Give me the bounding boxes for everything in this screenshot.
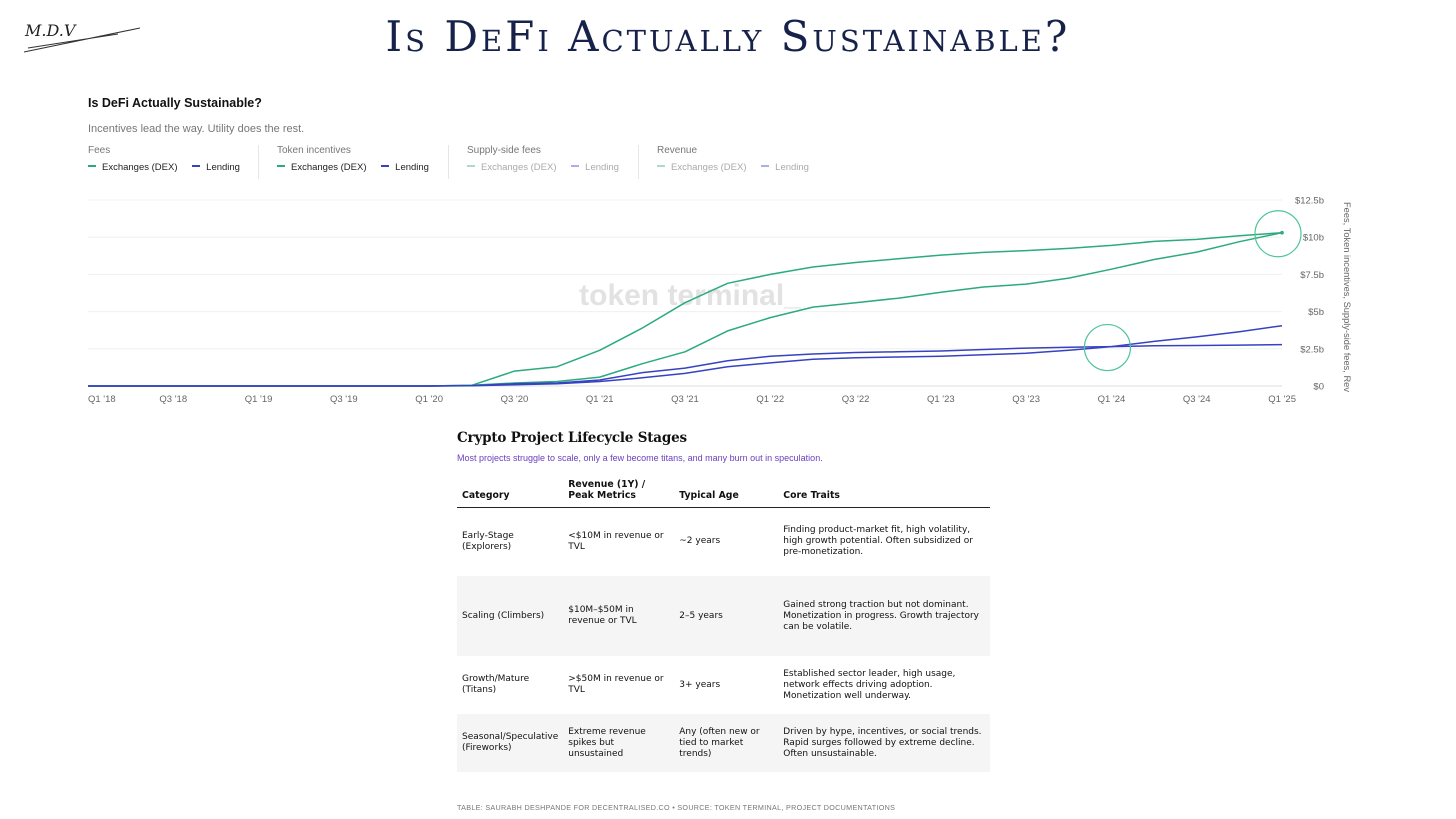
table-row: Seasonal/Speculative (Fireworks) Extreme… xyxy=(457,714,990,772)
column-header-typical-age: Typical Age xyxy=(674,477,779,508)
table-cell: >$50M in revenue or TVL xyxy=(568,674,664,695)
x-tick-label: Q1 '21 xyxy=(586,394,614,405)
table-cell: Any (often new or tied to market trends) xyxy=(674,714,779,772)
y-tick-label: $2.5b xyxy=(1300,344,1324,355)
x-tick-label: Q1 '25 xyxy=(1268,394,1296,405)
legend-item-revenue-dex[interactable]: Exchanges (DEX) xyxy=(657,162,747,174)
x-axis-ticks: Q1 '18 Q3 '18 Q1 '19 Q3 '19 Q1 '20 Q3 '20 Q1 '… xyxy=(88,394,1296,405)
legend-group-fees[interactable]: Fees Exchanges (DEX) Lending xyxy=(88,145,252,179)
x-tick-label: Q3 '24 xyxy=(1183,394,1211,405)
y-tick-label: $5b xyxy=(1308,307,1324,318)
table-cell: Seasonal/Speculative (Fireworks) xyxy=(457,714,564,772)
legend-swatch xyxy=(88,165,96,168)
x-tick-label: Q3 '19 xyxy=(330,394,358,405)
x-tick-label: Q1 '20 xyxy=(415,394,443,405)
y-tick-label: $0 xyxy=(1313,382,1324,393)
table-cell: Established sector leader, high usage, n… xyxy=(783,668,956,701)
legend-item-supply-dex[interactable]: Exchanges (DEX) xyxy=(467,162,557,174)
legend-group-revenue[interactable]: Revenue Exchanges (DEX) Lending xyxy=(638,145,821,179)
column-header-category: Category xyxy=(457,477,564,508)
legend-swatch xyxy=(381,165,390,168)
legend-group-label: Token incentives xyxy=(277,145,351,156)
legend-swatch xyxy=(277,165,285,168)
highlight-circle-0 xyxy=(1254,210,1302,258)
x-tick-label: Q3 '20 xyxy=(501,394,529,405)
chart-highlights xyxy=(1083,210,1302,372)
page-title: Is DeFi Actually Sustainable? xyxy=(385,12,1071,61)
table-source-note: TABLE: SAURABH DESHPANDE FOR DECENTRALIS… xyxy=(457,803,896,812)
y-axis-label-block: Fees, Token incentives, Supply-side fees… xyxy=(1342,202,1352,392)
column-header-core-traits: Core Traits xyxy=(778,477,990,508)
legend-item-incentives-dex[interactable]: Exchanges (DEX) xyxy=(277,162,367,174)
legend-item-incentives-lending[interactable]: Lending xyxy=(381,162,429,174)
y-tick-label: $12.5b xyxy=(1295,196,1324,207)
chart-subtitle: Incentives lead the way. Utility does th… xyxy=(88,123,305,135)
legend-group-label: Supply-side fees xyxy=(467,145,541,156)
x-tick-label: Q3 '23 xyxy=(1012,394,1040,405)
table-cell: 2–5 years xyxy=(674,576,779,656)
lifecycle-table: Category Revenue (1Y) / Peak Metrics Typ… xyxy=(457,477,990,772)
y-axis-label-text: Fees, Token incentives, Supply-side fees… xyxy=(1342,202,1352,392)
table-header-row: Category Revenue (1Y) / Peak Metrics Typ… xyxy=(457,477,990,508)
chart-series xyxy=(88,231,1283,387)
legend-item-fees-dex[interactable]: Exchanges (DEX) xyxy=(88,162,178,174)
table-cell: Extreme revenue spikes but unsustained xyxy=(563,714,675,772)
x-tick-label: Q1 '24 xyxy=(1098,394,1126,405)
highlight-circle-1 xyxy=(1083,323,1132,372)
series-line-3 xyxy=(88,324,1283,387)
y-axis-ticks: $0 $2.5b $5b $7.5b $10b $12.5b xyxy=(1295,196,1324,393)
legend-group-label: Fees xyxy=(88,145,111,156)
column-header-revenue: Revenue (1Y) / Peak Metrics xyxy=(563,477,675,508)
x-tick-label: Q3 '21 xyxy=(671,394,699,405)
legend-swatch xyxy=(571,165,580,168)
legend-swatch xyxy=(192,165,201,168)
chart-title: Is DeFi Actually Sustainable? xyxy=(88,96,262,110)
table-cell: ~2 years xyxy=(679,536,721,547)
x-tick-label: Q1 '23 xyxy=(927,394,955,405)
legend-swatch xyxy=(467,165,475,168)
table-row: Growth/Mature (Titans) >$50M in revenue … xyxy=(457,656,990,714)
legend-item-supply-lending[interactable]: Lending xyxy=(571,162,619,174)
table-cell: Scaling (Climbers) xyxy=(457,576,564,656)
legend-swatch xyxy=(761,165,770,168)
table-cell: 3+ years xyxy=(679,679,721,690)
x-tick-label: Q3 '18 xyxy=(159,394,187,405)
table-title: Crypto Project Lifecycle Stages xyxy=(457,430,687,446)
line-chart: token terminal_ $0 $2.5b $5b $7.5b $10b $12.5… xyxy=(88,196,1324,405)
logo-underline xyxy=(23,27,141,53)
legend-swatch xyxy=(657,165,665,168)
x-tick-label: Q3 '22 xyxy=(842,394,870,405)
highlight-point-0 xyxy=(1280,230,1284,235)
mdv-logo: M.D.V xyxy=(23,21,141,53)
logo-text: M.D.V xyxy=(24,21,77,40)
x-tick-label: Q1 '19 xyxy=(245,394,273,405)
chart-watermark: token terminal_ xyxy=(579,279,801,312)
x-tick-label: Q1 '22 xyxy=(756,394,784,405)
table-row: Scaling (Climbers) $10M–$50M in revenue … xyxy=(457,576,990,656)
series-line-2 xyxy=(88,343,1283,387)
lifecycle-table-section: Crypto Project Lifecycle Stages Most pro… xyxy=(457,430,990,772)
x-tick-label: Q1 '18 xyxy=(88,394,116,405)
table-cell: Driven by hype, incentives, or social tr… xyxy=(778,714,990,772)
table-cell: Early-Stage (Explorers) xyxy=(462,530,514,552)
table-cell: $10M–$50M in revenue or TVL xyxy=(563,576,675,656)
y-tick-label: $7.5b xyxy=(1300,270,1324,281)
legend-group-token-incentives[interactable]: Token incentives Exchanges (DEX) Lending xyxy=(258,145,441,179)
legend-item-revenue-lending[interactable]: Lending xyxy=(761,162,809,174)
y-tick-label: $10b xyxy=(1303,233,1324,244)
table-cell: Finding product-market fit, high volatil… xyxy=(783,525,973,558)
table-row: Early-Stage (Explorers) <$10M in revenue… xyxy=(457,507,990,576)
legend-item-fees-lending[interactable]: Lending xyxy=(192,162,240,174)
table-cell: Gained strong traction but not dominant.… xyxy=(778,576,990,656)
legend-group-label: Revenue xyxy=(657,145,698,156)
table-cell: Growth/Mature (Titans) xyxy=(462,674,530,695)
table-subtitle: Most projects struggle to scale, only a … xyxy=(457,453,823,463)
table-cell: <$10M in revenue or TVL xyxy=(568,530,664,552)
legend-group-supply-side-fees[interactable]: Supply-side fees Exchanges (DEX) Lending xyxy=(448,145,631,179)
